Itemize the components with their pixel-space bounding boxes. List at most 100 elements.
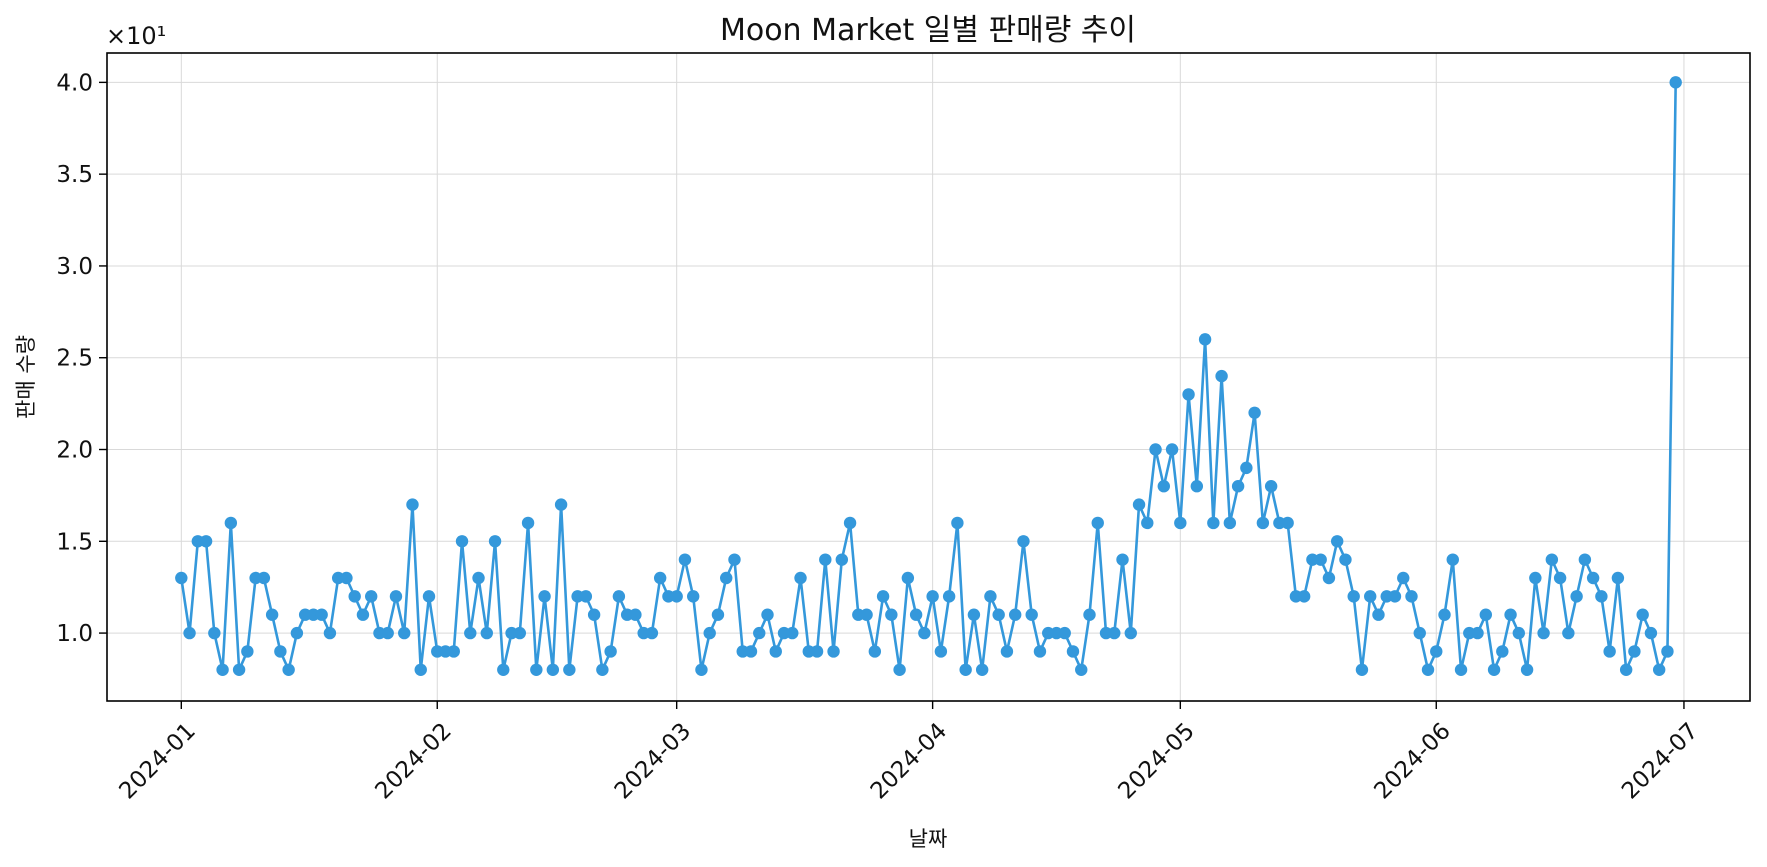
data-point (1207, 516, 1220, 530)
data-point (488, 535, 502, 548)
data-point (876, 590, 890, 603)
data-point (819, 553, 832, 566)
y-tick-label: 3.5 (56, 162, 93, 188)
data-point (860, 608, 873, 621)
data-point (1430, 645, 1443, 658)
data-point (835, 553, 849, 566)
data-point (1405, 590, 1418, 603)
data-point (1595, 590, 1608, 603)
data-point (348, 590, 361, 603)
data-point (1339, 553, 1352, 566)
data-point (563, 663, 576, 676)
data-point (1058, 626, 1071, 640)
data-point (1231, 480, 1245, 493)
data-point (1149, 443, 1162, 456)
data-point (901, 571, 915, 585)
data-point (1025, 608, 1038, 621)
data-point (893, 663, 906, 676)
data-point (406, 498, 419, 511)
data-point (1182, 388, 1195, 401)
data-point (521, 516, 535, 530)
data-point (554, 498, 568, 511)
data-point (868, 645, 882, 658)
data-point (1157, 480, 1171, 493)
data-point (1603, 645, 1616, 658)
y-axis-offset-label: ×10¹ (106, 22, 166, 50)
data-point (1397, 571, 1410, 585)
y-tick-label: 2.0 (56, 438, 93, 464)
series-line (180, 82, 1677, 672)
data-point (744, 645, 758, 658)
data-point (1446, 553, 1459, 566)
data-point (464, 626, 477, 640)
data-point (1644, 626, 1658, 640)
data-point (1108, 626, 1121, 640)
x-tick-label: 2024-02 (370, 718, 456, 804)
data-point (1421, 663, 1435, 676)
data-point (1075, 663, 1088, 676)
data-point (926, 590, 939, 603)
data-point (1537, 626, 1550, 640)
data-point (497, 663, 510, 676)
data-point (472, 571, 485, 585)
data-point (753, 626, 766, 640)
data-point (934, 645, 948, 658)
data-point (827, 645, 840, 658)
data-point (1628, 645, 1641, 658)
data-point (1091, 516, 1104, 530)
data-point (918, 626, 931, 640)
data-point (1116, 553, 1129, 566)
data-point (1066, 645, 1080, 658)
data-point (612, 590, 626, 603)
data-point (232, 663, 246, 676)
y-axis: 1.0 1.5 2.0 2.5 3.0 3.5 4.0 (56, 70, 107, 647)
data-point (794, 571, 807, 585)
data-point (340, 571, 353, 585)
data-point (1529, 571, 1542, 585)
data-point (1322, 571, 1336, 585)
data-point (1223, 516, 1237, 530)
data-point (1619, 663, 1633, 676)
data-point (1198, 333, 1212, 346)
data-point (670, 590, 683, 603)
data-point (1372, 608, 1385, 621)
data-point (1264, 480, 1278, 493)
data-point (241, 645, 254, 658)
data-point (678, 553, 692, 566)
data-point (1000, 645, 1014, 658)
data-point (810, 645, 824, 658)
data-point (414, 663, 427, 676)
data-point (959, 663, 972, 676)
data-point (175, 571, 188, 585)
data-point (1141, 516, 1154, 530)
data-point (1347, 590, 1360, 603)
data-point (1008, 608, 1022, 621)
data-point (1512, 626, 1526, 640)
y-tick-label: 2.5 (56, 346, 93, 372)
data-point (1256, 516, 1270, 530)
data-point (315, 608, 328, 621)
data-point (1364, 590, 1377, 603)
data-point (1017, 535, 1030, 548)
data-point (992, 608, 1005, 621)
data-point (183, 626, 196, 640)
data-point (645, 626, 659, 640)
x-tick-label: 2024-03 (610, 718, 696, 804)
data-point (224, 516, 238, 530)
data-point (1314, 553, 1327, 566)
data-point (909, 608, 923, 621)
data-point (1355, 663, 1369, 676)
data-point (389, 590, 403, 603)
data-point (290, 626, 304, 640)
data-point (1248, 406, 1261, 419)
data-point (587, 608, 601, 621)
data-point (1083, 608, 1096, 621)
data-point (843, 516, 857, 530)
data-point (1652, 663, 1666, 676)
data-point (1578, 553, 1592, 566)
data-point (720, 571, 733, 585)
x-tick-label: 2024-05 (1114, 718, 1200, 804)
data-point (1413, 626, 1426, 640)
x-axis-label: 날짜 (909, 827, 948, 851)
x-tick-label: 2024-04 (866, 718, 952, 804)
